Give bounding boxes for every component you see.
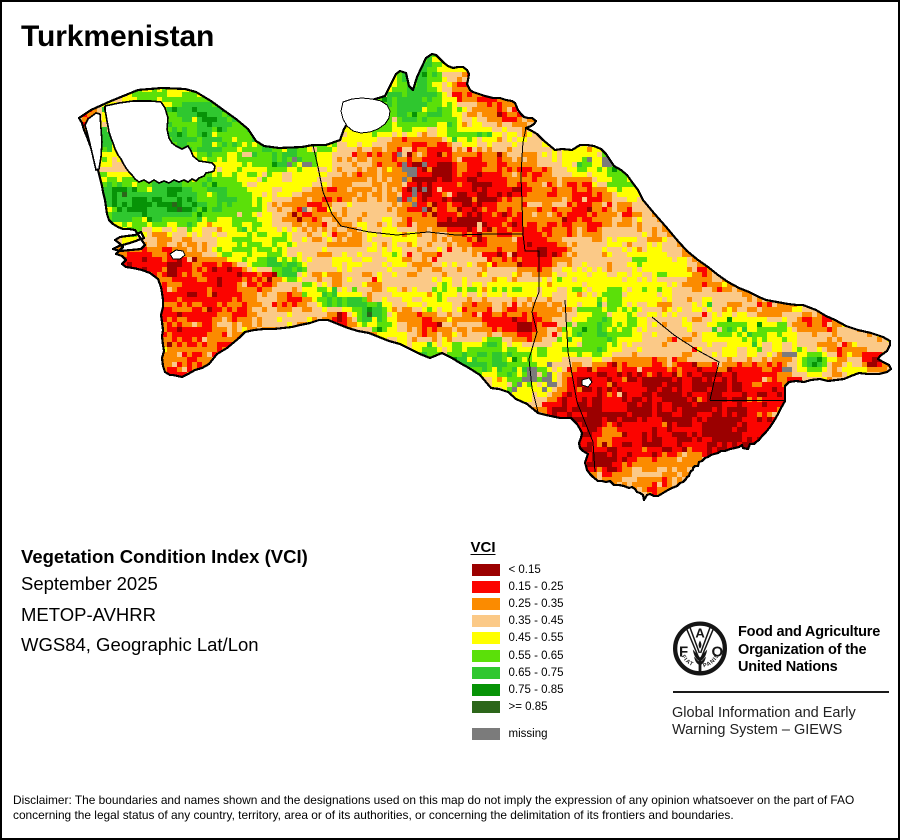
- svg-text:A: A: [695, 626, 705, 641]
- svg-text:O: O: [711, 644, 723, 661]
- svg-text:F: F: [679, 644, 688, 661]
